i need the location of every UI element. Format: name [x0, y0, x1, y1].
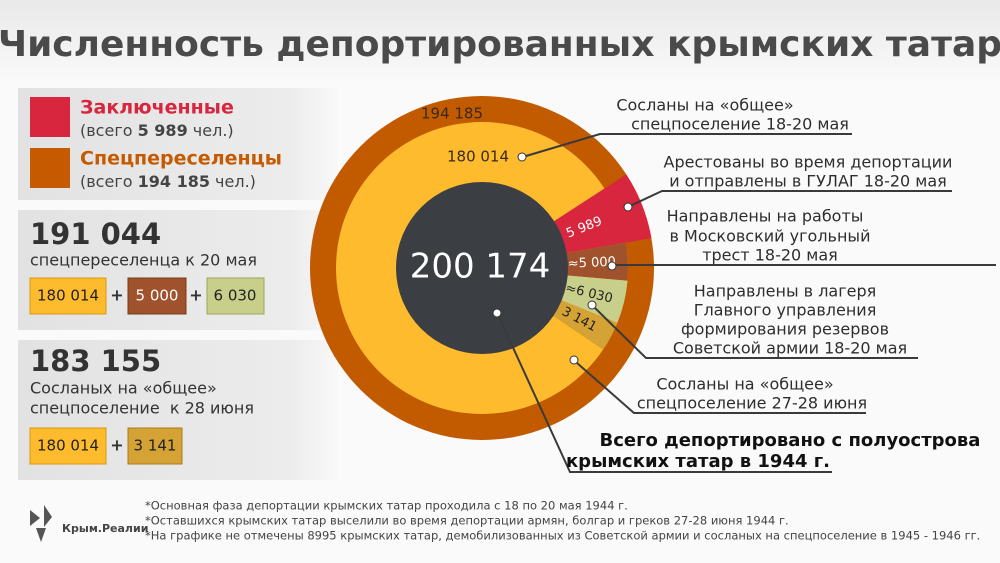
operator: + — [189, 286, 202, 305]
footnote: *Оставшихся крымских татар выселили во в… — [145, 514, 789, 528]
wedge — [560, 242, 628, 281]
leader — [525, 133, 852, 157]
legend-note: (всего 5 989 чел.) — [80, 121, 234, 140]
wedge — [556, 274, 628, 323]
leader — [594, 307, 918, 359]
part-value: 6 030 — [214, 287, 257, 305]
legend-panel — [18, 88, 338, 200]
part-box — [29, 277, 107, 315]
part-box — [29, 427, 107, 465]
title: Численность депортированных крымских тат… — [0, 24, 1000, 65]
dot — [492, 308, 502, 318]
part-value: 180 014 — [37, 437, 99, 455]
dot — [517, 152, 527, 162]
wedge-label: ≈5 000 — [568, 255, 617, 272]
dot — [587, 300, 597, 310]
part-value: 3 141 — [134, 437, 177, 455]
callout: Арестованы во время депортации — [664, 153, 953, 172]
total-note: крымских татар в 1944 г. — [566, 451, 830, 472]
callout: трест 18-20 мая — [702, 246, 838, 265]
part-box — [127, 427, 183, 465]
dot — [607, 261, 617, 271]
footnote: *На графике не отмечены 8995 крымских та… — [145, 529, 980, 543]
outer-label: 194 185 — [421, 105, 483, 123]
operator: + — [110, 436, 123, 455]
callout: Сосланы на «общее» — [616, 96, 793, 115]
callout: в Московский угольный — [670, 227, 871, 246]
leader — [631, 190, 952, 206]
callout: Направлены в лагеря — [694, 282, 877, 301]
inner-label: 180 014 — [447, 148, 509, 166]
summary-total: 183 155 — [30, 344, 161, 378]
wedge — [548, 297, 618, 350]
part-value: 180 014 — [37, 287, 99, 305]
legend-label: Заключенные — [80, 97, 234, 119]
logo-text: Крым.Реалии — [62, 522, 148, 535]
legend-note: (всего 194 185 чел.) — [80, 172, 256, 191]
part-box — [206, 277, 265, 315]
callout: формирования резервов — [681, 320, 889, 339]
callout: спецпоселение 18-20 мая — [631, 115, 849, 134]
legend-swatch — [30, 148, 70, 188]
legend-label: Спецпереселенцы — [80, 148, 282, 170]
part-value: 5 000 — [136, 287, 179, 305]
dot — [623, 202, 633, 212]
center-disc — [396, 182, 568, 354]
logo: Крым.Реалии — [30, 505, 148, 542]
summary-caption: спецпереселенца к 20 мая — [30, 251, 257, 270]
wedge — [549, 174, 652, 255]
callout: Направлены на работы — [667, 207, 864, 226]
summary-total: 191 044 — [30, 217, 161, 251]
part-box — [127, 277, 187, 315]
leader — [576, 362, 866, 414]
callout: Главного управления — [694, 301, 877, 320]
dot — [569, 355, 579, 365]
logo-mark — [30, 505, 52, 542]
footnote: *Основная фаза депортации крымских татар… — [145, 499, 628, 513]
leader — [498, 316, 832, 473]
callout: спецпоселение 27-28 июня — [637, 394, 867, 413]
callout: Советской армии 18-20 мая — [673, 339, 907, 358]
callout: Сосланы на «общее» — [656, 375, 833, 394]
operator: + — [110, 286, 123, 305]
summary-caption: спецпоселение к 28 июня — [30, 399, 254, 418]
center-value: 200 174 — [410, 247, 551, 287]
callout: и отправлены в ГУЛАГ 18-20 мая — [669, 172, 947, 191]
legend-swatch — [30, 97, 70, 137]
summary-caption: Сосланых на «общее» — [30, 379, 217, 398]
total-note: Всего депортировано с полуострова — [600, 430, 981, 451]
